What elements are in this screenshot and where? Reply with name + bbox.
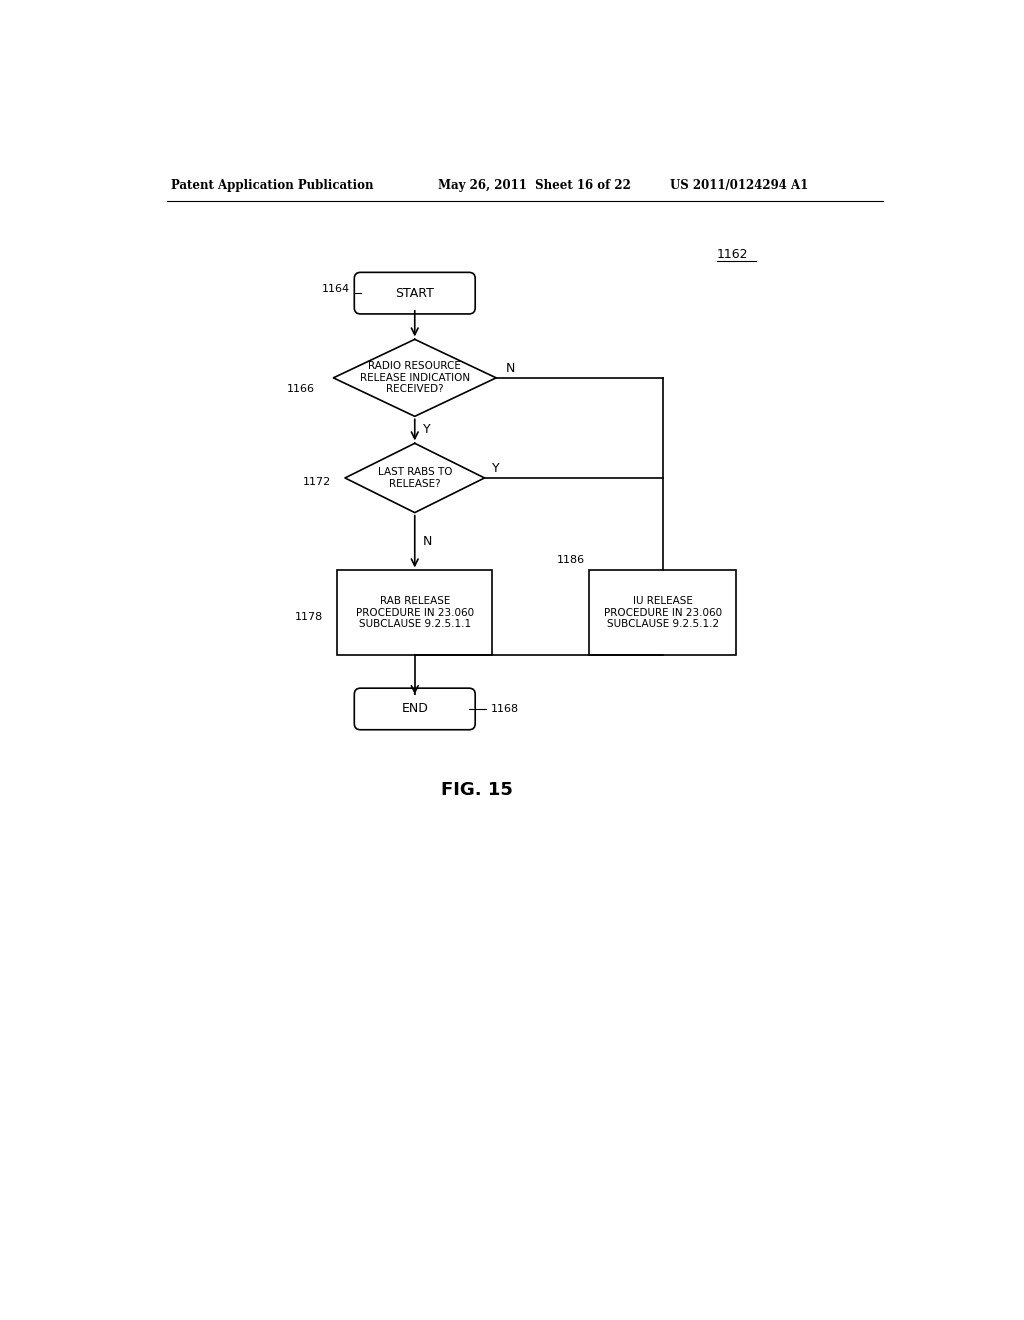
- Text: US 2011/0124294 A1: US 2011/0124294 A1: [671, 178, 809, 191]
- Text: 1178: 1178: [295, 611, 323, 622]
- Text: Y: Y: [493, 462, 500, 475]
- Text: Y: Y: [423, 424, 430, 437]
- Text: FIG. 15: FIG. 15: [440, 781, 513, 799]
- Text: N: N: [506, 362, 515, 375]
- Text: 1162: 1162: [717, 248, 749, 261]
- Text: N: N: [423, 535, 432, 548]
- Text: RADIO RESOURCE
RELEASE INDICATION
RECEIVED?: RADIO RESOURCE RELEASE INDICATION RECEIV…: [359, 362, 470, 395]
- Text: Patent Application Publication: Patent Application Publication: [171, 178, 373, 191]
- Text: 1166: 1166: [287, 384, 314, 395]
- Text: 1168: 1168: [490, 704, 519, 714]
- Text: IU RELEASE
PROCEDURE IN 23.060
SUBCLAUSE 9.2.5.1.2: IU RELEASE PROCEDURE IN 23.060 SUBCLAUSE…: [604, 597, 722, 630]
- Text: 1164: 1164: [322, 284, 350, 294]
- Text: RAB RELEASE
PROCEDURE IN 23.060
SUBCLAUSE 9.2.5.1.1: RAB RELEASE PROCEDURE IN 23.060 SUBCLAUS…: [355, 597, 474, 630]
- FancyBboxPatch shape: [589, 570, 736, 655]
- FancyBboxPatch shape: [354, 688, 475, 730]
- Text: 1172: 1172: [302, 477, 331, 487]
- Text: END: END: [401, 702, 428, 715]
- FancyBboxPatch shape: [337, 570, 493, 655]
- Text: START: START: [395, 286, 434, 300]
- Text: LAST RABS TO
RELEASE?: LAST RABS TO RELEASE?: [378, 467, 452, 488]
- FancyBboxPatch shape: [354, 272, 475, 314]
- Text: 1186: 1186: [557, 556, 586, 565]
- Text: May 26, 2011  Sheet 16 of 22: May 26, 2011 Sheet 16 of 22: [438, 178, 631, 191]
